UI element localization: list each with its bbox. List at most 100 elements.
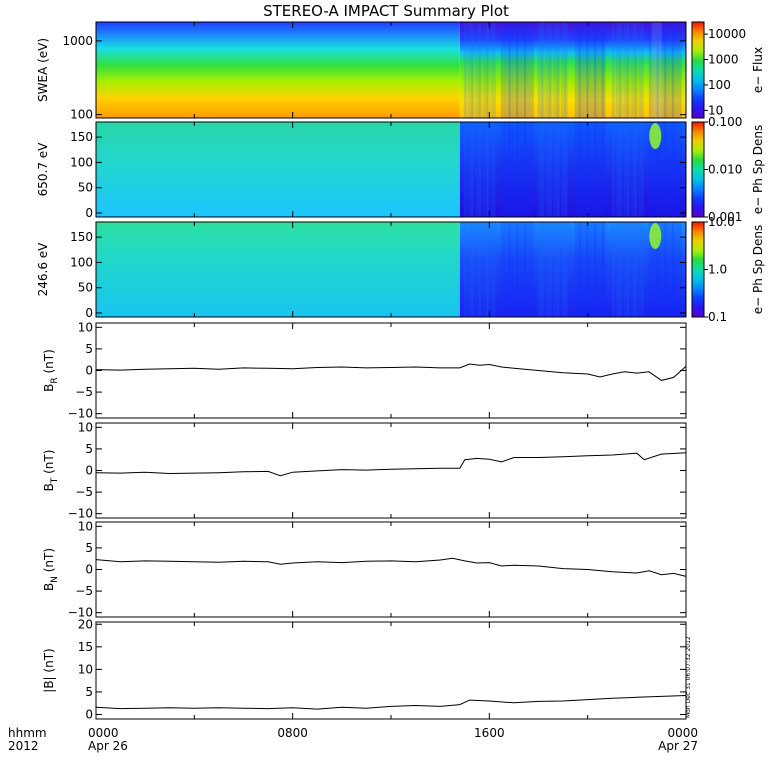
y-tick-label: 1000 [62,34,93,48]
heatmap-striation [627,122,631,217]
heatmap-striation [590,22,597,118]
heatmap-striation [504,122,511,217]
heatmap-striation [671,22,676,118]
y-tick-label: 0 [85,364,93,378]
heatmap-striation [564,22,568,118]
y-axis-label: SWEA (eV) [36,38,50,102]
y-tick-label: 100 [70,108,93,122]
heatmap-striation [512,22,519,118]
colorbar-tick-label: 100 [708,78,731,92]
colorbar [692,222,704,317]
heatmap-striation [668,222,674,317]
heatmap-striation [560,122,566,217]
series-line [95,363,687,381]
y-axis-label-main: B [42,583,56,591]
heatmap-striation [631,222,636,317]
heatmap-striation [615,222,621,317]
heatmap-striation [475,122,481,217]
heatmap-striation [553,122,559,217]
y-axis-label-unit: (nT) [42,548,56,576]
y-tick-label: 5 [85,541,93,555]
heatmap-striation [479,22,483,118]
heatmap-striation [601,22,606,118]
x-tick-date-label: Apr 26 [88,739,128,753]
heatmap-striation [582,22,589,118]
y-tick-label: 10 [78,662,93,676]
heatmap-striation [527,122,534,217]
panel-swea: 10 100 1000 10000 e− Flux 100 1000 SWEA (eV) [36,21,765,122]
heatmap-striation [601,222,606,317]
heatmap-striation [479,122,483,217]
heatmap-striation [463,122,467,217]
heatmap-striation [523,22,528,118]
heatmap-post-region [459,22,686,118]
panel-bn: −10 −5 0 5 10 BN (nT) [42,519,687,620]
y-tick-label: 5 [85,442,93,456]
x-tick-date-label: Apr 27 [658,739,698,753]
y-axis-label-subscript: N [50,576,60,583]
heatmap-enhancement-band [651,22,662,118]
heatmap-striation [668,122,674,217]
heatmap-striation [523,222,528,317]
heatmap-striation [541,22,545,118]
heatmap-post-region [459,122,686,217]
y-tick-label: 0 [85,464,93,478]
heatmap-striation [623,122,629,217]
heatmap-striation [611,122,615,217]
heatmap-striation [664,22,669,118]
heatmap-striation [638,122,644,217]
colorbar-label: e− Ph Sp Dens [751,125,765,214]
heatmap-striation [486,222,490,317]
heatmap-striation [631,122,636,217]
colorbar-frame [691,21,705,119]
heatmap-striation [631,22,636,118]
heatmap-pre-region [96,222,460,317]
heatmap-striation [578,222,583,317]
y-axis-label-subscript: R [50,377,60,383]
heatmap-striation [475,22,481,118]
heatmap-striation [508,222,513,317]
heatmap-striation [500,22,505,118]
y-tick-label: 50 [78,281,93,295]
heatmap-striation [486,22,490,118]
heatmap-striation [590,222,597,317]
heatmap-striation [523,122,528,217]
colorbar [692,122,704,217]
heatmap-striation [664,222,669,317]
heatmap-striation [586,222,591,317]
heatmap-striation [586,22,591,118]
heatmap-striation [634,22,638,118]
heatmap-striation [516,222,521,317]
heatmap-pre-region [96,22,460,118]
y-tick-label: 10 [78,320,93,334]
y-tick-label: 0 [85,563,93,577]
heatmap-striation [597,22,604,118]
colorbar-tick-label: 10 [708,103,723,117]
heatmap-striation [467,22,473,118]
y-tick-label: −10 [68,407,93,421]
series-line [95,557,687,577]
colorbar-tick-label: 0.100 [708,115,742,129]
heatmap-striation [574,222,581,317]
heatmap-enhancement-spot [649,223,662,249]
heatmap-striation [508,22,513,118]
heatmap-striation [627,222,631,317]
y-tick-label: −5 [75,485,93,499]
y-axis-label: BN (nT) [42,548,60,591]
heatmap-striation [623,22,629,118]
heatmap-striation [594,122,598,217]
panel-br: −10 −5 0 5 10 BR (nT) [42,320,687,421]
y-tick-label: 5 [85,685,93,699]
heatmap-striation [594,22,598,118]
heatmap-striation [557,122,560,217]
heatmap-striation [516,22,521,118]
heatmap-post-region [459,222,686,317]
y-axis-label-unit: (nT) [42,450,56,478]
y-tick-label: 50 [78,181,93,195]
heatmap-striation [463,222,467,317]
y-axis-label: BR (nT) [42,349,60,392]
heatmap-striation [615,122,621,217]
heatmap-striation [597,222,604,317]
panel-frame [95,521,687,618]
